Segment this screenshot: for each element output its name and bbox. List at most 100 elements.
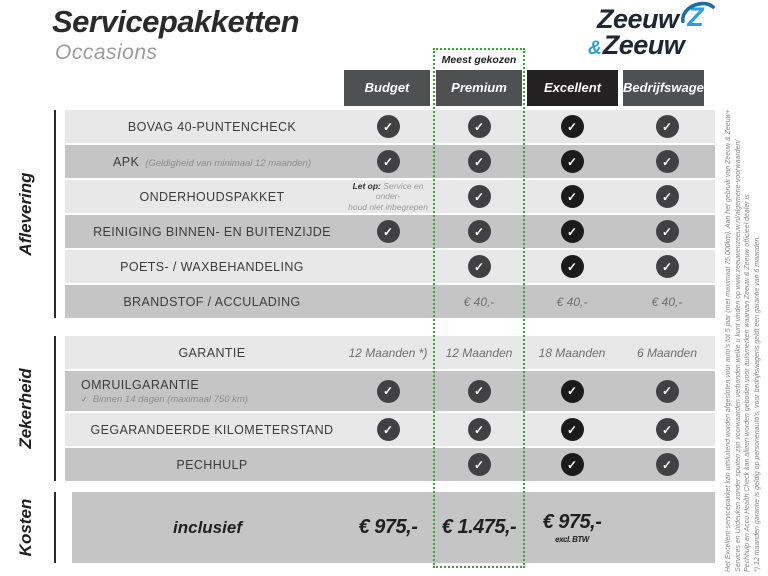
cell-excellent: ✓ (525, 379, 619, 403)
section-label-zekerheid: Zekerheid (16, 368, 35, 449)
cell-premium: ✓ (433, 379, 525, 403)
note-line: Let op: Service en onder- (352, 180, 424, 202)
table-row: REINIGING BINNEN- EN BUITENZIJDE ✓ ✓ ✓ ✓ (65, 215, 715, 248)
cell-budget: ✓ (343, 115, 433, 138)
check-icon: ✓ (560, 115, 584, 138)
section-divider-aflevering (54, 110, 56, 318)
cell-premium: ✓ (433, 150, 525, 173)
cell-excellent: ✓ (525, 255, 619, 278)
check-icon: ✓ (467, 220, 491, 243)
check-icon: ✓ (655, 418, 679, 441)
column-header-bedrijfswagens: Bedrijfswagens (623, 70, 719, 106)
legal-disclaimer: Het Excellent-servicepakket kan uitsluit… (724, 60, 762, 572)
cell-bedrijfswagens: ✓ (619, 220, 715, 243)
logo-word-top: Zeeuw (597, 4, 679, 34)
cell-excellent: ✓ (525, 418, 619, 441)
cell-bedrijfswagens: 6 Maanden (636, 345, 698, 360)
table-row: ONDERHOUDSPAKKET Let op: Service en onder… (65, 180, 715, 213)
cell-excellent: ✓ (525, 220, 619, 243)
check-icon: ✓ (467, 453, 491, 476)
section-zekerheid: GARANTIE 12 Maanden *) 12 Maanden 18 Maande… (65, 336, 715, 481)
column-header-excellent: Excellent (527, 70, 618, 106)
price-value: € 975,- (542, 511, 602, 533)
cell-bedrijfswagens: € 40,- (651, 294, 683, 309)
check-icon: ✓ (560, 150, 584, 173)
row-label: BRANDSTOF / ACCULADING (65, 295, 343, 309)
table-row: BRANDSTOF / ACCULADING € 40,- € 40,- € 40,- (65, 285, 715, 318)
check-icon: ✓ (560, 418, 584, 441)
cell-excellent: ✓ (525, 115, 619, 138)
logo-ampersand: & (588, 38, 602, 59)
cell-bedrijfswagens: ✓ (619, 115, 715, 138)
most-chosen-badge: Meest gekozen (433, 48, 525, 71)
cell-bedrijfswagens: ✓ (619, 150, 715, 173)
table-row: APK (Geldigheid van minimaal 12 maanden) ✓… (65, 145, 715, 178)
logo-word-bottom: Zeeuw (602, 30, 685, 60)
row-label-text: GEGARANDEERDE KILOMETERSTAND (90, 422, 334, 437)
row-label-text: OMRUILGARANTIE (81, 377, 200, 392)
check-icon: ✓ (655, 379, 679, 403)
table-body: BOVAG 40-PUNTENCHECK ✓ ✓ ✓ ✓ APK (Geldigheid v… (65, 110, 715, 499)
table-row: OMRUILGARANTIE ✓ Binnen 14 dagen (maximaal… (65, 371, 715, 411)
kosten-band: inclusief € 975,- € 1.475,- € 975,- excl… (72, 492, 715, 563)
section-divider-kosten (54, 492, 56, 563)
cell-premium: € 40,- (463, 294, 495, 309)
cell-budget: ✓ (343, 379, 433, 403)
cell-budget: ✓ (343, 418, 433, 441)
check-icon: ✓ (655, 220, 679, 243)
row-label: OMRUILGARANTIE ✓ Binnen 14 dagen (maximaal… (65, 378, 343, 405)
check-icon: ✓ (467, 379, 491, 403)
cell-premium: ✓ (433, 115, 525, 138)
check-icon: ✓ (560, 379, 584, 403)
section-label-kosten: Kosten (16, 498, 35, 557)
cell-premium: ✓ (433, 418, 525, 441)
row-label-text: GARANTIE (178, 345, 246, 360)
row-label: PECHHULP (65, 458, 343, 472)
row-label: GEGARANDEERDE KILOMETERSTAND (65, 423, 343, 437)
check-icon: ✓ (560, 185, 584, 208)
check-icon: ✓ (376, 379, 400, 403)
row-sublabel: ✓ Binnen 14 dagen (maximaal 750 km) (81, 393, 248, 405)
disclaimer-line: Het Excellent-servicepakket kan uitsluit… (725, 109, 732, 572)
table-row: GEGARANDEERDE KILOMETERSTAND ✓ ✓ ✓ ✓ (65, 413, 715, 446)
check-icon: ✓ (655, 115, 679, 138)
cell-budget: Let op: Service en onder-houd niet inbeg… (343, 181, 433, 213)
check-icon: ✓ (376, 115, 400, 138)
column-header-budget: Budget (344, 70, 430, 106)
cell-bedrijfswagens: ✓ (619, 185, 715, 208)
table-row: POETS- / WAXBEHANDELING ✓ ✓ ✓ (65, 250, 715, 283)
cell-budget: ✓ (343, 150, 433, 173)
row-label: REINIGING BINNEN- EN BUITENZIJDE (65, 225, 343, 239)
check-icon: ✓ (655, 150, 679, 173)
price-budget: inclusief (173, 517, 242, 537)
logo-z-swoosh-icon: Z (679, 2, 716, 36)
price-bedrijfswagens: € 975,- excl. BTW (525, 511, 619, 544)
cell-premium: ✓ (433, 185, 525, 208)
table-row: GARANTIE 12 Maanden *) 12 Maanden 18 Maande… (65, 336, 715, 369)
page-title: Servicepakketten (52, 4, 300, 39)
row-label: APK (Geldigheid van minimaal 12 maanden) (65, 155, 343, 169)
page-subtitle: Occasions (55, 41, 158, 64)
check-icon: ✓ (376, 418, 400, 441)
check-icon: ✓ (376, 150, 400, 173)
check-icon: ✓ (560, 255, 584, 278)
row-label-text: REINIGING BINNEN- EN BUITENZIJDE (93, 224, 331, 239)
svg-text:Z: Z (686, 2, 705, 32)
price-premium: € 975,- (358, 516, 418, 538)
disclaimer-line: Pechhulp en Accu Health Check kan alleen… (744, 192, 751, 572)
cell-premium: ✓ (433, 255, 525, 278)
cell-excellent: ✓ (525, 150, 619, 173)
small-check-icon: ✓ (81, 394, 88, 404)
cell-excellent: € 40,- (556, 294, 588, 309)
cell-bedrijfswagens: ✓ (619, 453, 715, 476)
check-icon: ✓ (655, 255, 679, 278)
check-icon: ✓ (467, 115, 491, 138)
price-note: excl. BTW (555, 535, 589, 544)
row-sublabel: (Geldigheid van minimaal 12 maanden) (145, 157, 312, 169)
check-icon: ✓ (655, 185, 679, 208)
cell-premium: ✓ (433, 453, 525, 476)
cell-premium: ✓ (433, 220, 525, 243)
check-icon: ✓ (467, 150, 491, 173)
check-icon: ✓ (467, 185, 491, 208)
